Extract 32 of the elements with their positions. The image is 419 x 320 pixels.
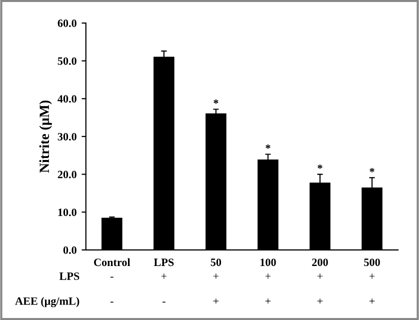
text: + <box>161 274 167 279</box>
x-tick-label: 100 <box>260 258 276 266</box>
text: + <box>213 298 219 304</box>
text: - <box>110 276 114 278</box>
text: LPS <box>59 272 80 280</box>
y-tick-label: 60.0 <box>58 20 76 28</box>
y-tick-label: 40.0 <box>58 95 76 103</box>
annotation: * <box>266 144 270 149</box>
x-tick-label: 200 <box>312 258 328 266</box>
text: + <box>369 274 375 279</box>
text: + <box>369 298 375 304</box>
y-tick-label: 20.0 <box>58 170 76 178</box>
text: + <box>317 274 323 279</box>
x-tick-label: 500 <box>364 258 380 266</box>
y-tick-label: 0.0 <box>63 246 76 254</box>
x-tick-label: Control <box>94 258 130 266</box>
annotation: * <box>370 168 374 172</box>
text: AEE (μg/mL) <box>15 297 80 308</box>
text: + <box>213 274 219 279</box>
x-tick-label: 50 <box>210 258 222 266</box>
annotation: * <box>318 164 322 169</box>
text: + <box>265 298 271 304</box>
text: - <box>162 302 166 303</box>
y-tick-label: 50.0 <box>58 57 76 65</box>
y-axis-title: Nitrite (μM) <box>39 100 52 173</box>
annotation: * <box>214 100 218 104</box>
y-tick-label: 30.0 <box>58 132 76 140</box>
x-tick-label: LPS <box>154 258 174 266</box>
text: + <box>317 298 323 304</box>
y-tick-label: 10.0 <box>58 208 76 216</box>
text: + <box>265 274 271 279</box>
text: - <box>110 302 114 303</box>
